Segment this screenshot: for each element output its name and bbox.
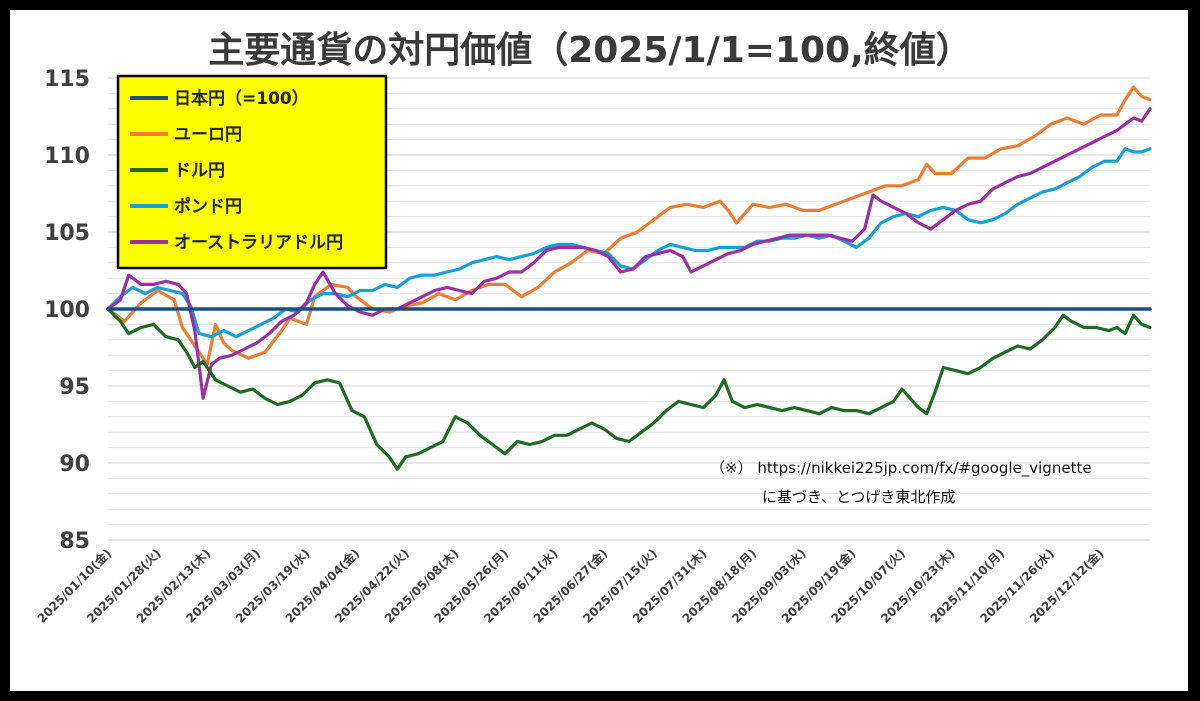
y-tick-label: 115 bbox=[44, 67, 90, 92]
series-line-1 bbox=[106, 85, 1152, 366]
legend-label: 日本円（=100） bbox=[174, 88, 309, 109]
source-note-line1: （※） https://nikkei225jp.com/fx/#google_v… bbox=[710, 459, 1092, 478]
legend-label: ユーロ円 bbox=[174, 125, 242, 145]
x-axis: 2025/01/10(金)2025/01/28(火)2025/02/13(木)2… bbox=[34, 546, 1107, 626]
y-tick-label: 110 bbox=[44, 144, 90, 169]
y-axis: 85 90 95 100 105 110 115 bbox=[44, 67, 90, 554]
y-tick-label: 95 bbox=[59, 375, 90, 400]
legend-label: ポンド円 bbox=[174, 196, 242, 217]
chart-panel: 主要通貨の対円価値（2025/1/1=100,終値） 85 90 95 100 105 1… bbox=[10, 10, 1188, 691]
y-tick-label: 100 bbox=[44, 298, 90, 323]
series-line-4 bbox=[106, 107, 1152, 400]
y-tick-label: 90 bbox=[59, 452, 90, 477]
y-tick-label: 105 bbox=[44, 221, 90, 246]
source-note-line2: に基づき、とつげき東北作成 bbox=[762, 488, 955, 506]
series-line-2 bbox=[106, 307, 1152, 471]
line-chart: 主要通貨の対円価値（2025/1/1=100,終値） 85 90 95 100 105 1… bbox=[34, 30, 1152, 626]
chart-title: 主要通貨の対円価値（2025/1/1=100,終値） bbox=[208, 30, 972, 71]
legend-label: ドル円 bbox=[174, 161, 225, 181]
y-tick-label: 85 bbox=[59, 529, 90, 554]
series-lines bbox=[106, 85, 1152, 471]
legend-label: オーストラリアドル円 bbox=[174, 233, 343, 253]
